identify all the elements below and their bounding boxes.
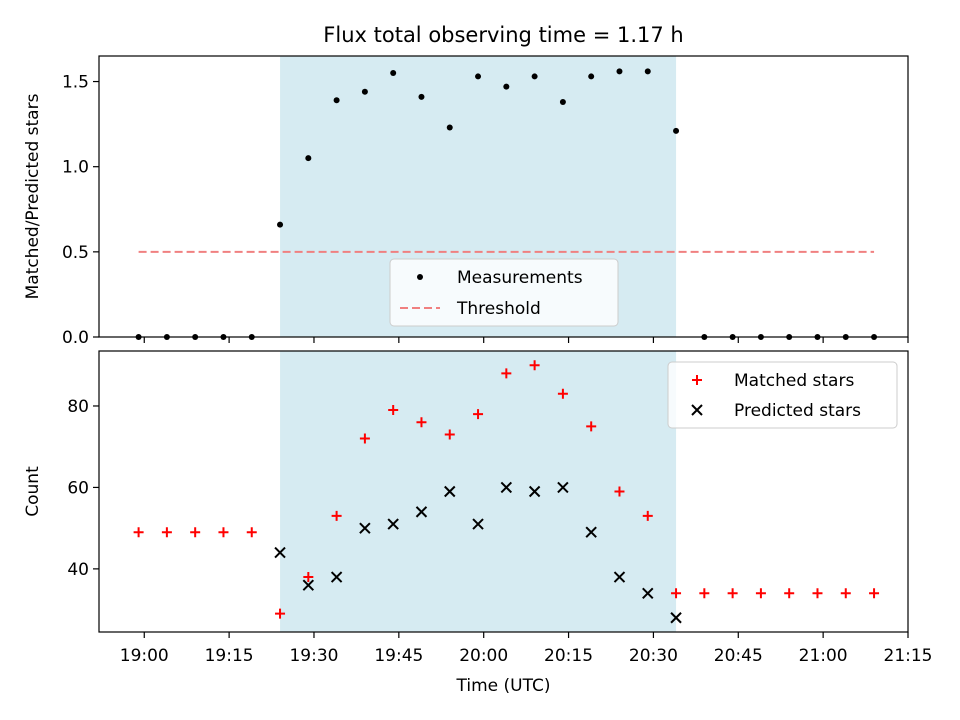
star-count-panel: 40 60 80 19:00 19:15 19:30 19:45 20:00 20:15 20:3…: [23, 350, 933, 696]
x-axis-label: Time (UTC): [456, 676, 551, 696]
legend-box: [667, 361, 898, 429]
measurement-point: [503, 83, 510, 90]
measurement-point: [475, 73, 482, 80]
x-tick-label: 20:00: [459, 646, 508, 666]
predicted-stars-point: [444, 485, 456, 498]
matched-stars-point: [529, 360, 540, 371]
y-tick-label: 0.5: [62, 243, 89, 263]
predicted-stars-point: [472, 518, 484, 530]
legend-matched-marker: [692, 375, 702, 385]
y-tick-label: 1.0: [62, 158, 89, 178]
matched-stars-point: [671, 588, 682, 599]
legend-label: Measurements: [457, 268, 583, 288]
x-tick-label: 19:45: [374, 646, 423, 666]
matched-stars-point: [642, 510, 653, 521]
matched-stars-point: [416, 417, 427, 428]
y-tick-label: 40: [67, 560, 89, 580]
measurement-point: [418, 93, 425, 100]
shaded-interval: [280, 351, 677, 632]
y-axis-label: Count: [23, 466, 43, 517]
y-axis-label: Matched/Predicted stars: [23, 93, 43, 299]
matched-stars-point: [869, 588, 880, 599]
matched-stars-point: [161, 527, 172, 538]
predicted-stars-point: [330, 571, 343, 583]
predicted-stars-point: [642, 587, 654, 600]
x-tick-label: 20:30: [629, 646, 678, 666]
matched-stars-point: [190, 527, 201, 538]
predicted-stars-point: [387, 518, 399, 530]
flux-ratio-panel: 0.0 0.5 1.0 1.5 Matched/Predicted stars Flux …: [23, 23, 909, 348]
measurement-point: [333, 97, 340, 104]
legend-label: Predicted stars: [734, 401, 861, 421]
matched-stars-point: [557, 388, 568, 399]
measurement-point: [446, 124, 453, 131]
x-tick-label: 19:30: [289, 646, 338, 666]
x-tick-label: 21:15: [884, 646, 933, 666]
predicted-stars-point: [302, 579, 315, 591]
legend-box: [389, 258, 619, 327]
measurement-point: [531, 73, 538, 80]
matched-stars-point: [755, 588, 766, 599]
measurement-point: [559, 98, 566, 105]
x-tick-label: 21:00: [799, 646, 848, 666]
matched-stars-point: [303, 572, 314, 583]
legend-label: Matched stars: [734, 371, 854, 391]
predicted-stars-point: [670, 612, 682, 624]
matched-stars-point: [812, 588, 823, 599]
matched-stars-point: [331, 510, 342, 521]
plot-frame: [98, 55, 909, 338]
x-tick-label: 19:15: [205, 646, 254, 666]
measurement-point: [305, 155, 312, 162]
matched-stars-point: [473, 409, 484, 420]
matched-stars-point: [727, 588, 738, 599]
y-tick-label: 0.0: [62, 328, 89, 348]
plot-frame: [98, 350, 909, 633]
predicted-stars-point: [500, 481, 513, 494]
predicted-stars-point: [528, 485, 541, 498]
matched-stars-point: [784, 588, 795, 599]
matched-stars-point: [218, 527, 229, 538]
measurement-point: [673, 127, 680, 134]
measurement-point: [616, 68, 623, 75]
chart-title: Flux total observing time = 1.17 h: [323, 23, 683, 47]
y-tick-label: 1.5: [62, 73, 89, 93]
legend-bottom: Matched stars Predicted stars: [667, 361, 898, 429]
matched-stars-point: [359, 433, 370, 444]
legend-label: Threshold: [456, 299, 541, 319]
matched-stars-point: [699, 588, 710, 599]
matched-stars-point: [444, 429, 455, 440]
predicted-stars-point: [359, 522, 371, 534]
measurement-point: [644, 68, 651, 75]
matched-stars-point: [133, 527, 144, 538]
legend-top: Measurements Threshold: [389, 258, 619, 327]
predicted-stars-point: [557, 481, 569, 494]
legend-measurement-marker: [417, 274, 423, 280]
measurement-point: [277, 221, 284, 228]
predicted-stars-point: [613, 571, 626, 583]
matched-stars-point: [501, 368, 512, 379]
x-tick-label: 19:00: [120, 646, 169, 666]
y-tick-label: 80: [67, 397, 89, 417]
matched-stars-point: [275, 608, 286, 619]
y-tick-label: 60: [67, 478, 89, 498]
x-tick-label: 20:45: [714, 646, 763, 666]
measurement-point: [390, 70, 397, 77]
measurement-point: [588, 73, 595, 80]
matched-stars-point: [840, 588, 851, 599]
measurement-point: [361, 88, 368, 95]
matched-stars-point: [246, 527, 257, 538]
matched-stars-point: [586, 421, 597, 432]
predicted-stars-point: [415, 506, 428, 518]
matched-stars-point: [388, 405, 399, 416]
predicted-stars-point: [585, 526, 597, 538]
legend-predicted-marker: [691, 404, 703, 416]
matched-stars-point: [614, 486, 625, 497]
predicted-stars-point: [274, 546, 286, 559]
x-tick-label: 20:15: [544, 646, 593, 666]
